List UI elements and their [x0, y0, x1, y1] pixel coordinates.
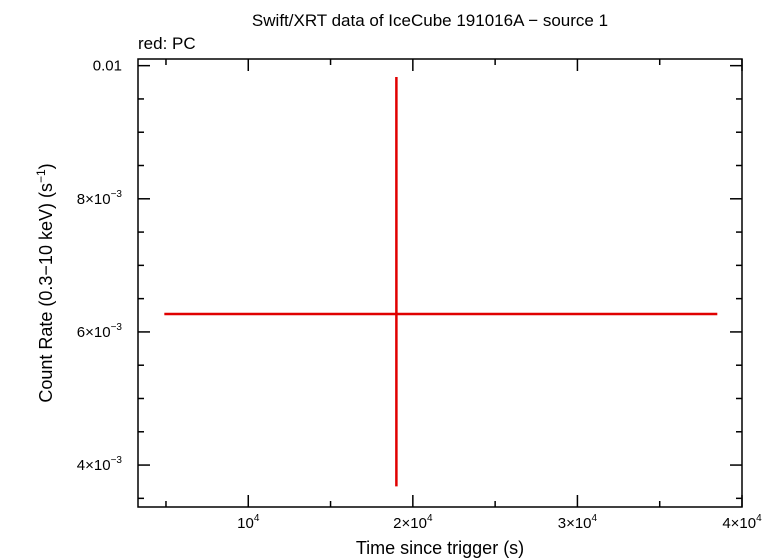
x-tick-label: 3×104 — [558, 513, 598, 532]
chart-subtitle: red: PC — [138, 34, 196, 53]
chart-title: Swift/XRT data of IceCube 191016A − sour… — [252, 11, 608, 30]
y-axis-label-sup: −1 — [34, 169, 48, 183]
x-axis-label: Time since trigger (s) — [356, 538, 524, 558]
y-axis-label-end: ) — [36, 163, 56, 169]
x-axis-ticks: 104 2×104 3×104 4×104 — [237, 59, 762, 532]
data-points — [164, 76, 718, 487]
x-tick-label: 2×104 — [393, 513, 433, 532]
y-tick-label: 6×10−3 — [77, 322, 123, 341]
y-axis-ticks: 0.01 8×10−3 6×10−3 4×10−3 — [77, 58, 742, 474]
y-axis-label-main: Count Rate (0.3−10 keV) (s — [36, 183, 56, 403]
y-axis-label: Count Rate (0.3−10 keV) (s−1) — [34, 163, 56, 402]
y-tick-label: 8×10−3 — [77, 189, 123, 208]
minor-ticks — [138, 59, 742, 507]
y-tick-label: 4×10−3 — [77, 455, 123, 474]
x-tick-label: 104 — [237, 513, 260, 532]
y-tick-label: 0.01 — [93, 58, 122, 75]
plot-frame — [137, 58, 743, 508]
x-tick-label: 4×104 — [722, 513, 762, 532]
